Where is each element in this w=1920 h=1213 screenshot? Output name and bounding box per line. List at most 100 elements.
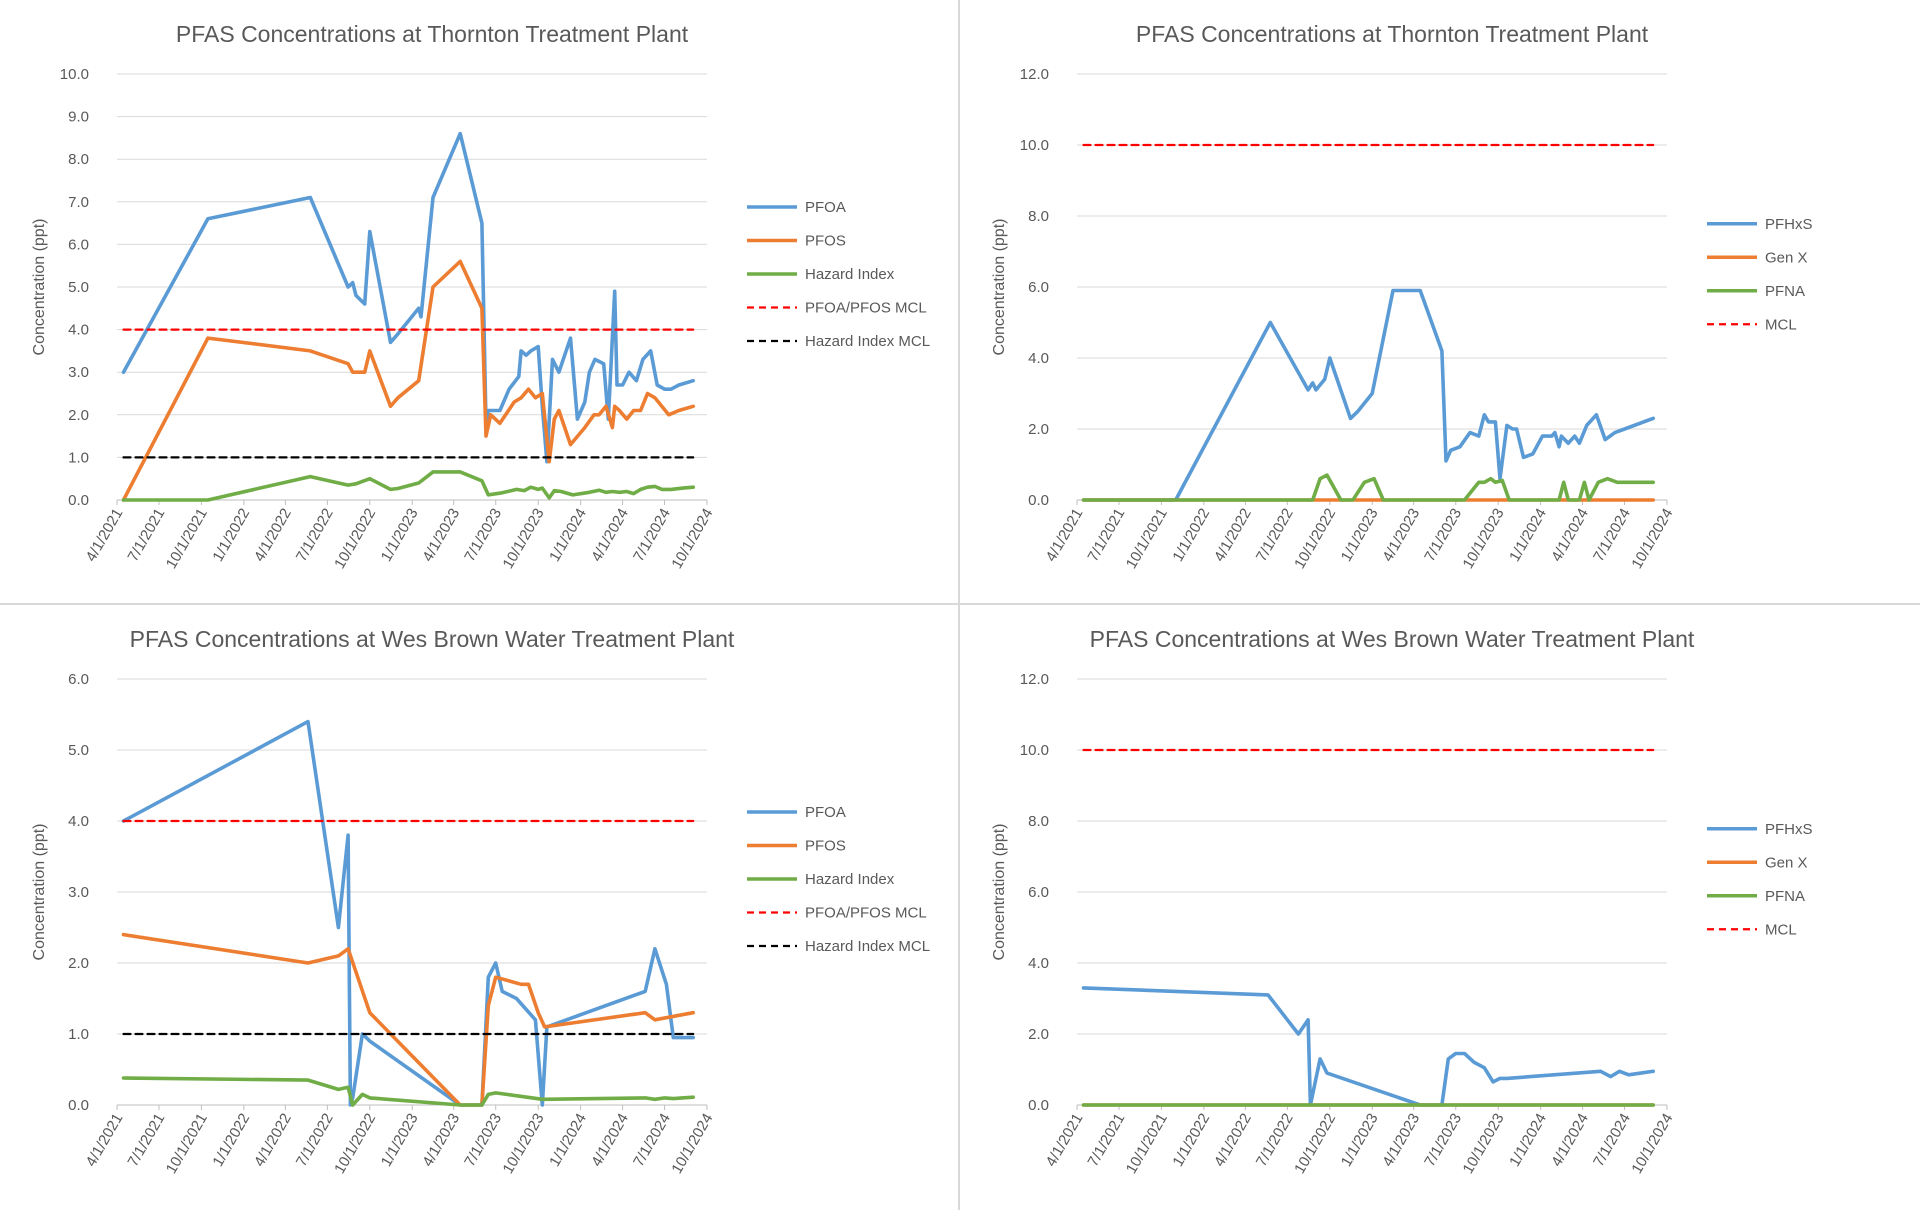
legend-label: PFNA xyxy=(1765,888,1805,905)
y-tick-label: 9.0 xyxy=(68,109,89,126)
x-tick-label: 4/1/2021 xyxy=(1043,1111,1087,1170)
panel-divider-vertical xyxy=(958,0,960,1210)
y-tick-label: 5.0 xyxy=(68,742,89,759)
x-tick-label: 7/1/2023 xyxy=(1421,1111,1465,1170)
legend-label: MCL xyxy=(1765,921,1797,938)
chart-title: PFAS Concentrations at Thornton Treatmen… xyxy=(1136,21,1649,47)
legend-label: PFNA xyxy=(1765,283,1805,300)
x-tick-label: 4/1/2022 xyxy=(251,506,295,565)
legend-label: Hazard Index xyxy=(805,266,895,283)
legend-label: PFOA/PFOS MCL xyxy=(805,905,927,922)
x-tick-label: 4/1/2023 xyxy=(1379,1111,1423,1170)
y-tick-label: 3.0 xyxy=(68,364,89,381)
y-tick-label: 6.0 xyxy=(68,671,89,688)
x-tick-label: 7/1/2023 xyxy=(461,1111,505,1170)
x-tick-label: 7/1/2024 xyxy=(1590,506,1634,565)
x-tick-label: 4/1/2022 xyxy=(251,1111,295,1170)
y-tick-label: 0.0 xyxy=(1028,492,1049,509)
legend-label: Hazard Index xyxy=(805,871,895,888)
legend-label: Gen X xyxy=(1765,249,1808,266)
x-tick-label: 7/1/2021 xyxy=(1085,506,1129,565)
x-tick-label: 10/1/2024 xyxy=(668,1111,716,1177)
y-tick-label: 10.0 xyxy=(60,66,89,83)
x-tick-label: 7/1/2024 xyxy=(1590,1111,1634,1170)
x-tick-label: 4/1/2021 xyxy=(1043,506,1087,565)
chart-panel-wes-brown-pfoa-pfos: PFAS Concentrations at Wes Brown Water T… xyxy=(0,605,958,1208)
chart-svg: PFAS Concentrations at Wes Brown Water T… xyxy=(31,626,930,1177)
series-line-hazard-index xyxy=(121,1076,696,1107)
x-tick-label: 7/1/2021 xyxy=(125,1111,169,1170)
y-tick-label: 6.0 xyxy=(68,236,89,253)
x-tick-label: 10/1/2023 xyxy=(500,1111,548,1177)
x-tick-label: 4/1/2022 xyxy=(1211,506,1255,565)
legend-label: PFOA xyxy=(805,199,846,216)
x-tick-label: 10/1/2021 xyxy=(1123,1111,1171,1177)
x-tick-label: 10/1/2024 xyxy=(1628,506,1676,572)
chart-title: PFAS Concentrations at Wes Brown Water T… xyxy=(1090,626,1695,652)
y-tick-label: 4.0 xyxy=(1028,350,1049,367)
x-tick-label: 1/1/2024 xyxy=(1506,1111,1550,1170)
y-axis-label: Concentration (ppt) xyxy=(991,824,1008,961)
legend-label: Gen X xyxy=(1765,854,1808,871)
y-tick-label: 2.0 xyxy=(1028,1026,1049,1043)
legend-label: MCL xyxy=(1765,316,1797,333)
legend-label: PFOS xyxy=(805,233,846,250)
x-tick-label: 10/1/2023 xyxy=(1460,1111,1508,1177)
y-axis-label: Concentration (ppt) xyxy=(31,824,48,961)
legend-label: PFHxS xyxy=(1765,216,1813,233)
x-tick-label: 7/1/2024 xyxy=(630,506,674,565)
x-tick-label: 4/1/2023 xyxy=(419,1111,463,1170)
x-tick-label: 7/1/2023 xyxy=(461,506,505,565)
x-tick-label: 10/1/2023 xyxy=(500,506,548,572)
y-tick-label: 12.0 xyxy=(1020,66,1049,83)
x-tick-label: 7/1/2024 xyxy=(630,1111,674,1170)
series-line-pfna xyxy=(1081,473,1656,502)
y-axis-label: Concentration (ppt) xyxy=(991,219,1008,356)
x-tick-label: 4/1/2024 xyxy=(588,506,632,565)
legend-label: PFOS xyxy=(805,838,846,855)
x-tick-label: 1/1/2024 xyxy=(1506,506,1550,565)
y-tick-label: 8.0 xyxy=(1028,208,1049,225)
x-tick-label: 1/1/2023 xyxy=(1338,506,1382,565)
x-tick-label: 10/1/2021 xyxy=(1123,506,1171,572)
y-tick-label: 6.0 xyxy=(1028,279,1049,296)
x-tick-label: 4/1/2024 xyxy=(1548,1111,1592,1170)
legend-label: PFHxS xyxy=(1765,821,1813,838)
x-tick-label: 7/1/2022 xyxy=(293,506,337,565)
legend-label: PFOA/PFOS MCL xyxy=(805,300,927,317)
x-tick-label: 10/1/2024 xyxy=(1628,1111,1676,1177)
x-tick-label: 4/1/2021 xyxy=(83,1111,127,1170)
series-line-pfoa xyxy=(121,719,696,1107)
x-tick-label: 1/1/2022 xyxy=(1169,506,1213,565)
chart-panel-thornton-pfhxs: PFAS Concentrations at Thornton Treatmen… xyxy=(960,0,1918,603)
chart-title: PFAS Concentrations at Wes Brown Water T… xyxy=(130,626,735,652)
series-line-hazard-index xyxy=(121,470,696,502)
x-tick-label: 10/1/2021 xyxy=(163,1111,211,1177)
y-tick-label: 8.0 xyxy=(1028,813,1049,830)
x-tick-label: 4/1/2023 xyxy=(1379,505,1423,564)
series-line-pfos xyxy=(121,932,696,1107)
x-tick-label: 1/1/2022 xyxy=(1169,1111,1213,1170)
y-axis-label: Concentration (ppt) xyxy=(31,219,48,356)
x-tick-label: 7/1/2022 xyxy=(1253,1111,1297,1170)
x-tick-label: 4/1/2024 xyxy=(588,1111,632,1170)
y-tick-label: 10.0 xyxy=(1020,742,1049,759)
legend-label: Hazard Index MCL xyxy=(805,333,930,350)
y-tick-label: 2.0 xyxy=(68,407,89,424)
chart-svg: PFAS Concentrations at Wes Brown Water T… xyxy=(991,626,1813,1177)
x-tick-label: 1/1/2023 xyxy=(378,506,422,565)
x-tick-label: 1/1/2024 xyxy=(546,506,590,565)
x-tick-label: 10/1/2022 xyxy=(331,506,379,572)
y-tick-label: 5.0 xyxy=(68,279,89,296)
chart-panel-thornton-pfoa-pfos: PFAS Concentrations at Thornton Treatmen… xyxy=(0,0,958,603)
y-tick-label: 7.0 xyxy=(68,194,89,211)
chart-title: PFAS Concentrations at Thornton Treatmen… xyxy=(176,21,689,47)
chart-panel-wes-brown-pfhxs: PFAS Concentrations at Wes Brown Water T… xyxy=(960,605,1918,1208)
y-tick-label: 0.0 xyxy=(68,1097,89,1114)
y-tick-label: 1.0 xyxy=(68,449,89,466)
x-tick-label: 10/1/2022 xyxy=(331,1111,379,1177)
x-tick-label: 4/1/2023 xyxy=(419,505,463,564)
chart-svg: PFAS Concentrations at Thornton Treatmen… xyxy=(31,21,930,572)
x-tick-label: 4/1/2021 xyxy=(83,506,127,565)
